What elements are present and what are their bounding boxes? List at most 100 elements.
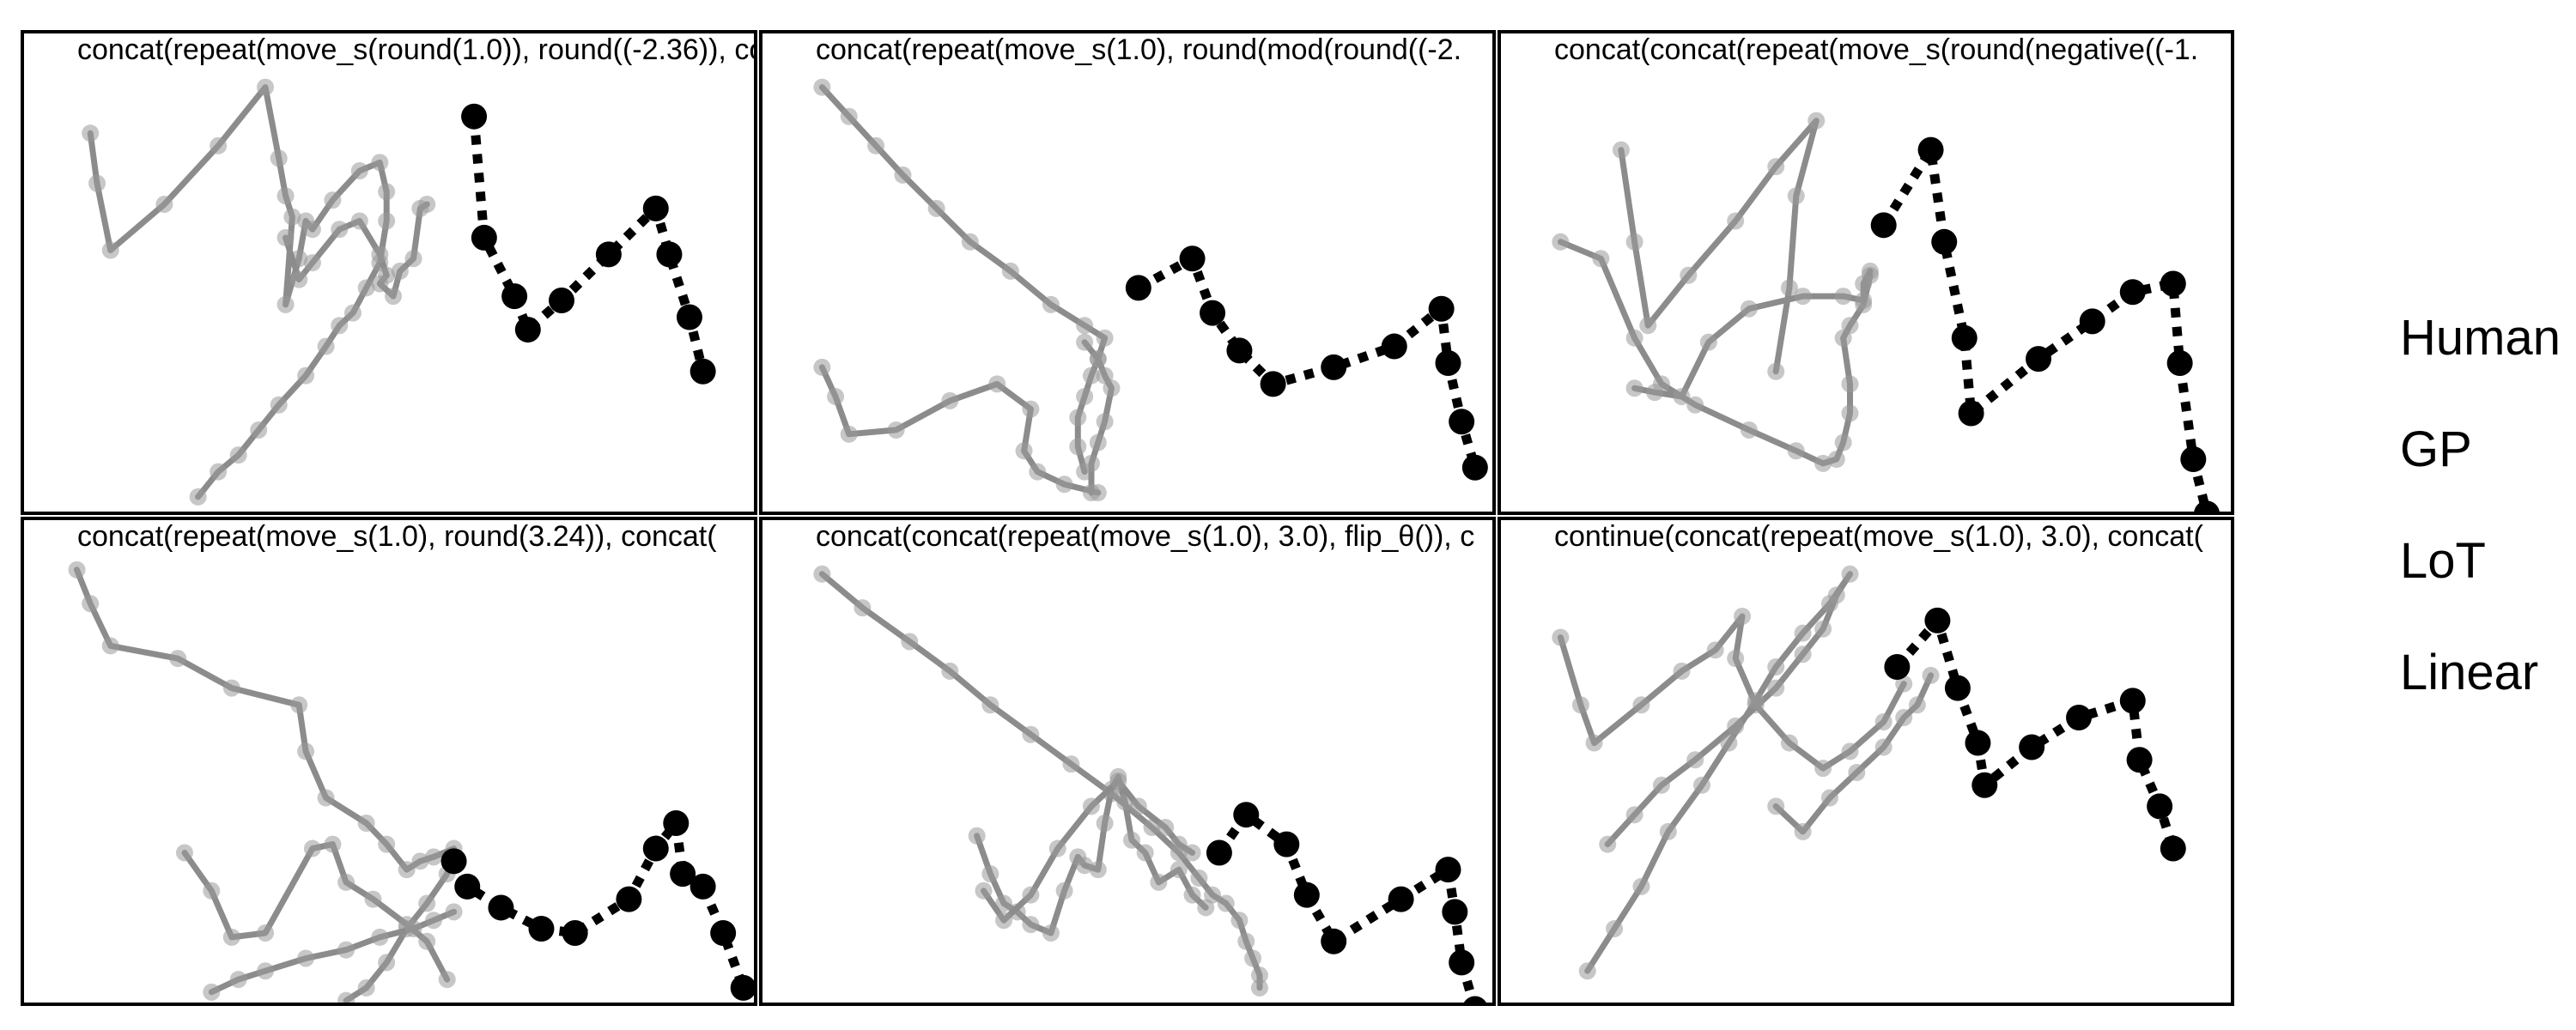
chart1-sample-point-2-6 <box>371 245 389 264</box>
chart5-sample-point-3-6 <box>1109 772 1127 790</box>
chart4-sample-point-2-8 <box>364 890 382 908</box>
chart1-sample-point-1-4 <box>155 195 173 213</box>
chart5-observed-point-1 <box>1206 839 1232 866</box>
chart1-observed-point-3 <box>501 283 528 310</box>
chart1-sample-point-1-3 <box>101 241 119 259</box>
chart6-observed-point-3 <box>1944 675 1971 701</box>
chart5-sample-point-2-2 <box>981 865 999 883</box>
chart5-sample-point-1-16 <box>1244 949 1262 967</box>
chart2-sample-point-2-8 <box>1015 442 1033 460</box>
chart2-sample-line-2 <box>818 364 1102 496</box>
chart5-sample-point-1-5 <box>981 696 999 714</box>
chart3-sample-point-3-10 <box>1862 262 1879 280</box>
chart5-sample-point-1-11 <box>1190 869 1208 887</box>
chart5-observed-point-9 <box>1449 949 1475 976</box>
chart2-sample-point-2-2 <box>827 387 845 405</box>
chart6-observed-point-11 <box>2160 835 2186 862</box>
chart4-sample-point-3-7 <box>404 920 422 938</box>
chart3-observed-line <box>1880 136 2212 513</box>
chart5-sample-point-3-8 <box>1157 818 1175 836</box>
chart5-sample-point-1-4 <box>941 662 959 680</box>
chart5-sample-point-1-14 <box>1230 912 1249 930</box>
chart3-sample-point-2-7 <box>1807 112 1826 130</box>
chart3-frame <box>1498 30 2234 515</box>
chart2-sample-point-2-7 <box>1022 400 1040 418</box>
chart4-sample-point-1-16 <box>418 894 436 912</box>
chart1-observed-point-4 <box>514 317 541 343</box>
chart2-sample-point-3-8 <box>1082 484 1100 501</box>
chart5-observed-point-5 <box>1321 928 1347 954</box>
chart4-sample-point-1-12 <box>411 852 429 870</box>
chart5-sample-point-2-18 <box>1170 861 1188 879</box>
chart2-observed-point-1 <box>1125 275 1151 301</box>
chart1-sample-point-1-1 <box>82 124 100 142</box>
chart1-observed-point-6 <box>595 241 622 268</box>
chart1-sample-point-2-10 <box>391 262 409 280</box>
chart4-sample-point-2-11 <box>438 971 456 989</box>
chart4-sample-point-1-19 <box>357 978 375 997</box>
chart1-sample-point-1-22 <box>331 317 349 335</box>
chart3-sample-point-1-11 <box>1841 404 1859 422</box>
legend-label-human: Human <box>2400 310 2561 366</box>
chart2-sample-point-3-4 <box>1103 379 1121 397</box>
chart4-sample-point-3-3 <box>257 962 275 980</box>
chart4-sample-point-2-2 <box>203 882 221 900</box>
chart2-sample-point-1-12 <box>1082 367 1100 385</box>
chart5-observed-point-2 <box>1233 802 1260 828</box>
chart5-sample-point-3-3 <box>1022 886 1040 904</box>
chart1-sample-point-1-8 <box>276 187 295 205</box>
chart3-sample-line-1 <box>1557 239 1874 467</box>
chart2-sample-point-1-3 <box>867 136 885 154</box>
chart1-sample-point-1-5 <box>210 136 228 154</box>
chart6-sample-point-1-3 <box>1585 734 1603 752</box>
chart5-sample-point-1-3 <box>901 633 919 651</box>
chart1-observed-point-9 <box>676 304 702 330</box>
chart4-sample-point-3-2 <box>229 971 247 989</box>
chart2-observed-point-4 <box>1226 337 1253 364</box>
chart4-sample-point-1-10 <box>378 835 396 853</box>
chart6-observed-point-7 <box>2066 705 2093 731</box>
chart6-sample-point-2-11 <box>1820 595 1838 613</box>
chart5-frame <box>759 517 1496 1006</box>
chart2-sample-point-1-4 <box>894 166 912 184</box>
chart6-observed-point-2 <box>1924 607 1951 633</box>
chart6-observed-point-6 <box>2019 734 2045 760</box>
chart1-sample-point-1-7 <box>270 149 288 167</box>
chart5-sample-point-1-15 <box>1237 932 1255 950</box>
chart1-sample-point-1-24 <box>297 367 315 385</box>
chart6-observed-point-4 <box>1965 730 1991 756</box>
chart5-sample-point-1-1 <box>813 565 831 583</box>
chart1-sample-point-2-1 <box>276 228 295 246</box>
chart4-sample-point-2-3 <box>222 928 240 946</box>
chart3-sample-point-3-3 <box>1673 387 1691 405</box>
chart5-sample-point-1-12 <box>1204 886 1222 904</box>
chart6-sample-point-1-4 <box>1632 696 1650 714</box>
chart3-observed-point-10 <box>2166 350 2193 377</box>
chart4-sample-point-3-6 <box>371 928 389 946</box>
chart1-sample-point-2-11 <box>404 250 422 268</box>
chart5-sample-point-2-3 <box>995 894 1013 912</box>
chart4-sample-point-1-6 <box>290 696 308 714</box>
chart3-observed-point-5 <box>1958 400 1984 427</box>
chart1-sample-point-2-4 <box>331 221 349 239</box>
chart4-sample-point-1-9 <box>357 815 375 833</box>
chart6-title: continue(concat(repeat(move_s(1.0), 3.0)… <box>1554 520 2204 553</box>
chart6-sample-point-3-5 <box>1874 738 1893 756</box>
chart5-sample-point-2-10 <box>1089 861 1107 879</box>
chart2-frame <box>759 30 1496 515</box>
chart6-sample-point-1-8 <box>1727 650 1745 668</box>
chart2-sample-point-2-5 <box>941 391 959 409</box>
chart6-observed-point-8 <box>2119 688 2146 714</box>
chart3-sample-point-1-8 <box>1814 454 1832 472</box>
chart4-title: concat(repeat(move_s(1.0), round(3.24)),… <box>77 520 717 553</box>
chart1-sample-point-1-6 <box>257 78 275 96</box>
chart1-observed-point-2 <box>471 224 497 251</box>
chart3-sample-line-3 <box>1631 268 1874 400</box>
chart2-sample-point-2-9 <box>1029 463 1047 481</box>
chart3-sample-point-3-5 <box>1740 300 1758 318</box>
chart4-sample-point-1-3 <box>101 637 119 655</box>
chart1-observed-point-5 <box>549 287 574 313</box>
chart4-sample-point-1-7 <box>297 742 315 760</box>
chart2-title: concat(repeat(move_s(1.0), round(mod(rou… <box>816 33 1461 66</box>
chart1-sample-point-1-15 <box>350 162 368 180</box>
